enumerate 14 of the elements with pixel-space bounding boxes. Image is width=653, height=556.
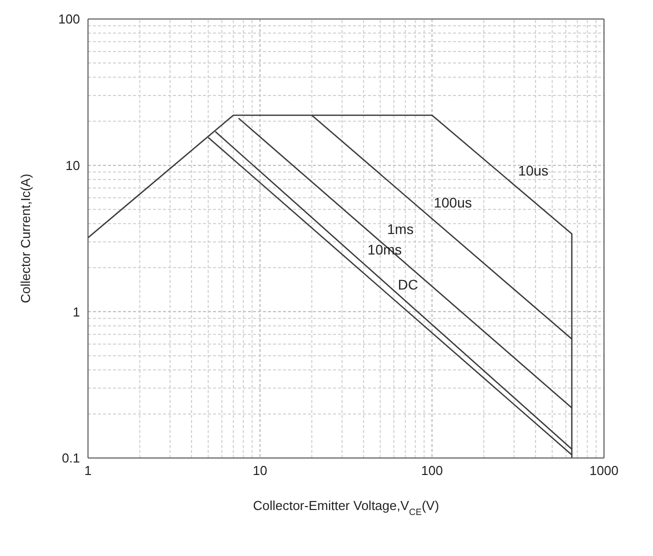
y-tick-label: 0.1: [62, 450, 80, 466]
y-tick-label: 100: [58, 12, 80, 27]
annotation: 10us: [518, 162, 548, 178]
x-tick-label: 100: [421, 463, 443, 478]
x-axis-title: Collector-Emitter Voltage,V$_{CE}$(V): [252, 498, 440, 517]
x-tick-label: 10: [252, 463, 268, 478]
annotation: 100us: [434, 194, 472, 211]
x-tick-label: 1: [84, 463, 92, 478]
annotation: 1ms: [387, 221, 414, 237]
y-tick-label: 1: [72, 304, 80, 320]
annotation: DC: [398, 276, 418, 293]
y-axis-title: Collector Current,Ic(A): [18, 174, 33, 304]
x-tick-label: 1000: [590, 463, 618, 478]
y-tick-label: 10: [66, 158, 80, 173]
